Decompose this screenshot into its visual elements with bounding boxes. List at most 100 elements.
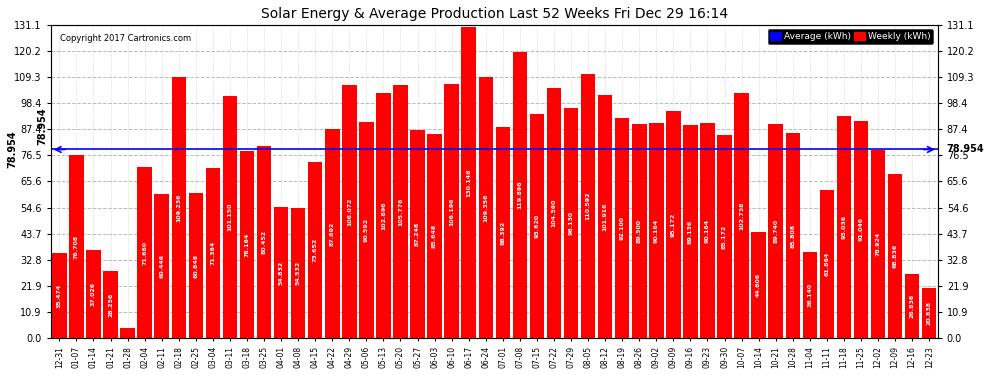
Bar	[52, 254, 66, 338]
Bar	[206, 168, 220, 338]
Bar	[853, 121, 868, 338]
Text: 90.592: 90.592	[364, 218, 369, 242]
Text: 85.808: 85.808	[790, 224, 795, 248]
Bar	[138, 167, 151, 338]
Text: 87.248: 87.248	[415, 222, 420, 246]
Text: 37.026: 37.026	[91, 282, 96, 306]
Text: 78.954: 78.954	[7, 130, 17, 168]
Text: 110.592: 110.592	[586, 192, 591, 220]
Text: 89.136: 89.136	[688, 219, 693, 244]
Text: 76.708: 76.708	[74, 234, 79, 259]
Text: 93.620: 93.620	[535, 214, 540, 238]
Bar	[188, 193, 203, 338]
Bar	[649, 123, 663, 338]
Bar	[325, 129, 340, 338]
Text: 88.392: 88.392	[500, 220, 505, 245]
Bar	[240, 152, 254, 338]
Bar	[700, 123, 715, 338]
Bar	[343, 85, 356, 338]
Bar	[154, 194, 169, 338]
Text: Copyright 2017 Cartronics.com: Copyright 2017 Cartronics.com	[59, 34, 191, 43]
Text: 78.164: 78.164	[245, 232, 249, 257]
Text: 96.130: 96.130	[568, 211, 573, 236]
Bar	[837, 116, 851, 338]
Text: 101.150: 101.150	[228, 203, 233, 231]
Bar	[768, 124, 783, 338]
Text: 78.924: 78.924	[875, 232, 880, 256]
Text: 44.606: 44.606	[756, 273, 761, 297]
Bar	[478, 77, 493, 338]
Text: 54.832: 54.832	[278, 261, 283, 285]
Bar	[683, 125, 698, 338]
Title: Solar Energy & Average Production Last 52 Weeks Fri Dec 29 16:14: Solar Energy & Average Production Last 5…	[260, 7, 728, 21]
Bar	[103, 271, 118, 338]
Bar	[751, 232, 766, 338]
Bar	[905, 274, 920, 338]
Text: 87.692: 87.692	[330, 221, 335, 246]
Text: 105.776: 105.776	[398, 198, 403, 226]
Bar	[563, 108, 578, 338]
Text: 90.164: 90.164	[653, 218, 658, 243]
Legend: Average (kWh), Weekly (kWh): Average (kWh), Weekly (kWh)	[767, 29, 934, 44]
Bar	[428, 134, 442, 338]
Text: 78.954: 78.954	[946, 144, 984, 154]
Bar	[546, 88, 561, 338]
Text: 91.046: 91.046	[858, 217, 863, 242]
Text: 106.072: 106.072	[346, 197, 351, 226]
Text: 101.916: 101.916	[603, 202, 608, 231]
Text: 36.140: 36.140	[807, 283, 813, 307]
Bar	[496, 127, 510, 338]
Text: 95.172: 95.172	[671, 212, 676, 237]
Text: 85.172: 85.172	[722, 224, 727, 249]
Bar	[530, 114, 544, 338]
Bar	[86, 250, 101, 338]
Bar	[445, 84, 459, 338]
Bar	[393, 86, 408, 338]
Bar	[308, 162, 323, 338]
Bar	[718, 135, 732, 338]
Text: 109.356: 109.356	[483, 193, 488, 222]
Text: 73.652: 73.652	[313, 238, 318, 262]
Text: 92.100: 92.100	[620, 216, 625, 240]
Text: 35.474: 35.474	[56, 284, 61, 308]
Bar	[581, 74, 595, 338]
Text: 60.446: 60.446	[159, 254, 164, 278]
Bar	[888, 174, 902, 338]
Bar	[410, 130, 425, 338]
Text: 90.164: 90.164	[705, 218, 710, 243]
Bar	[666, 111, 681, 338]
Text: 26.836: 26.836	[910, 294, 915, 318]
Text: 104.560: 104.560	[551, 199, 556, 227]
Bar	[513, 52, 527, 338]
Text: 54.532: 54.532	[296, 261, 301, 285]
Text: 102.696: 102.696	[381, 201, 386, 230]
Bar	[785, 133, 800, 338]
Bar	[615, 118, 630, 338]
Text: 85.648: 85.648	[432, 224, 438, 248]
Bar	[598, 94, 613, 338]
Text: 20.838: 20.838	[927, 301, 932, 326]
Text: 130.148: 130.148	[466, 168, 471, 197]
Bar	[820, 190, 835, 338]
Bar	[632, 124, 646, 338]
Bar	[256, 146, 271, 338]
Text: 89.500: 89.500	[637, 219, 642, 243]
Text: 71.660: 71.660	[143, 240, 148, 265]
Bar	[461, 27, 476, 338]
Bar	[291, 208, 305, 338]
Text: 119.896: 119.896	[518, 181, 523, 209]
Text: 106.196: 106.196	[449, 197, 454, 225]
Text: 78.954: 78.954	[38, 107, 48, 145]
Bar	[223, 96, 238, 338]
Text: 68.836: 68.836	[893, 244, 898, 268]
Text: 93.036: 93.036	[842, 215, 846, 239]
Bar	[803, 252, 817, 338]
Bar	[274, 207, 288, 338]
Text: 80.452: 80.452	[261, 230, 266, 254]
Bar	[735, 93, 748, 338]
Bar	[871, 150, 885, 338]
Text: 102.738: 102.738	[740, 201, 744, 229]
Bar	[359, 122, 373, 338]
Bar	[69, 155, 84, 338]
Text: 71.364: 71.364	[210, 241, 216, 265]
